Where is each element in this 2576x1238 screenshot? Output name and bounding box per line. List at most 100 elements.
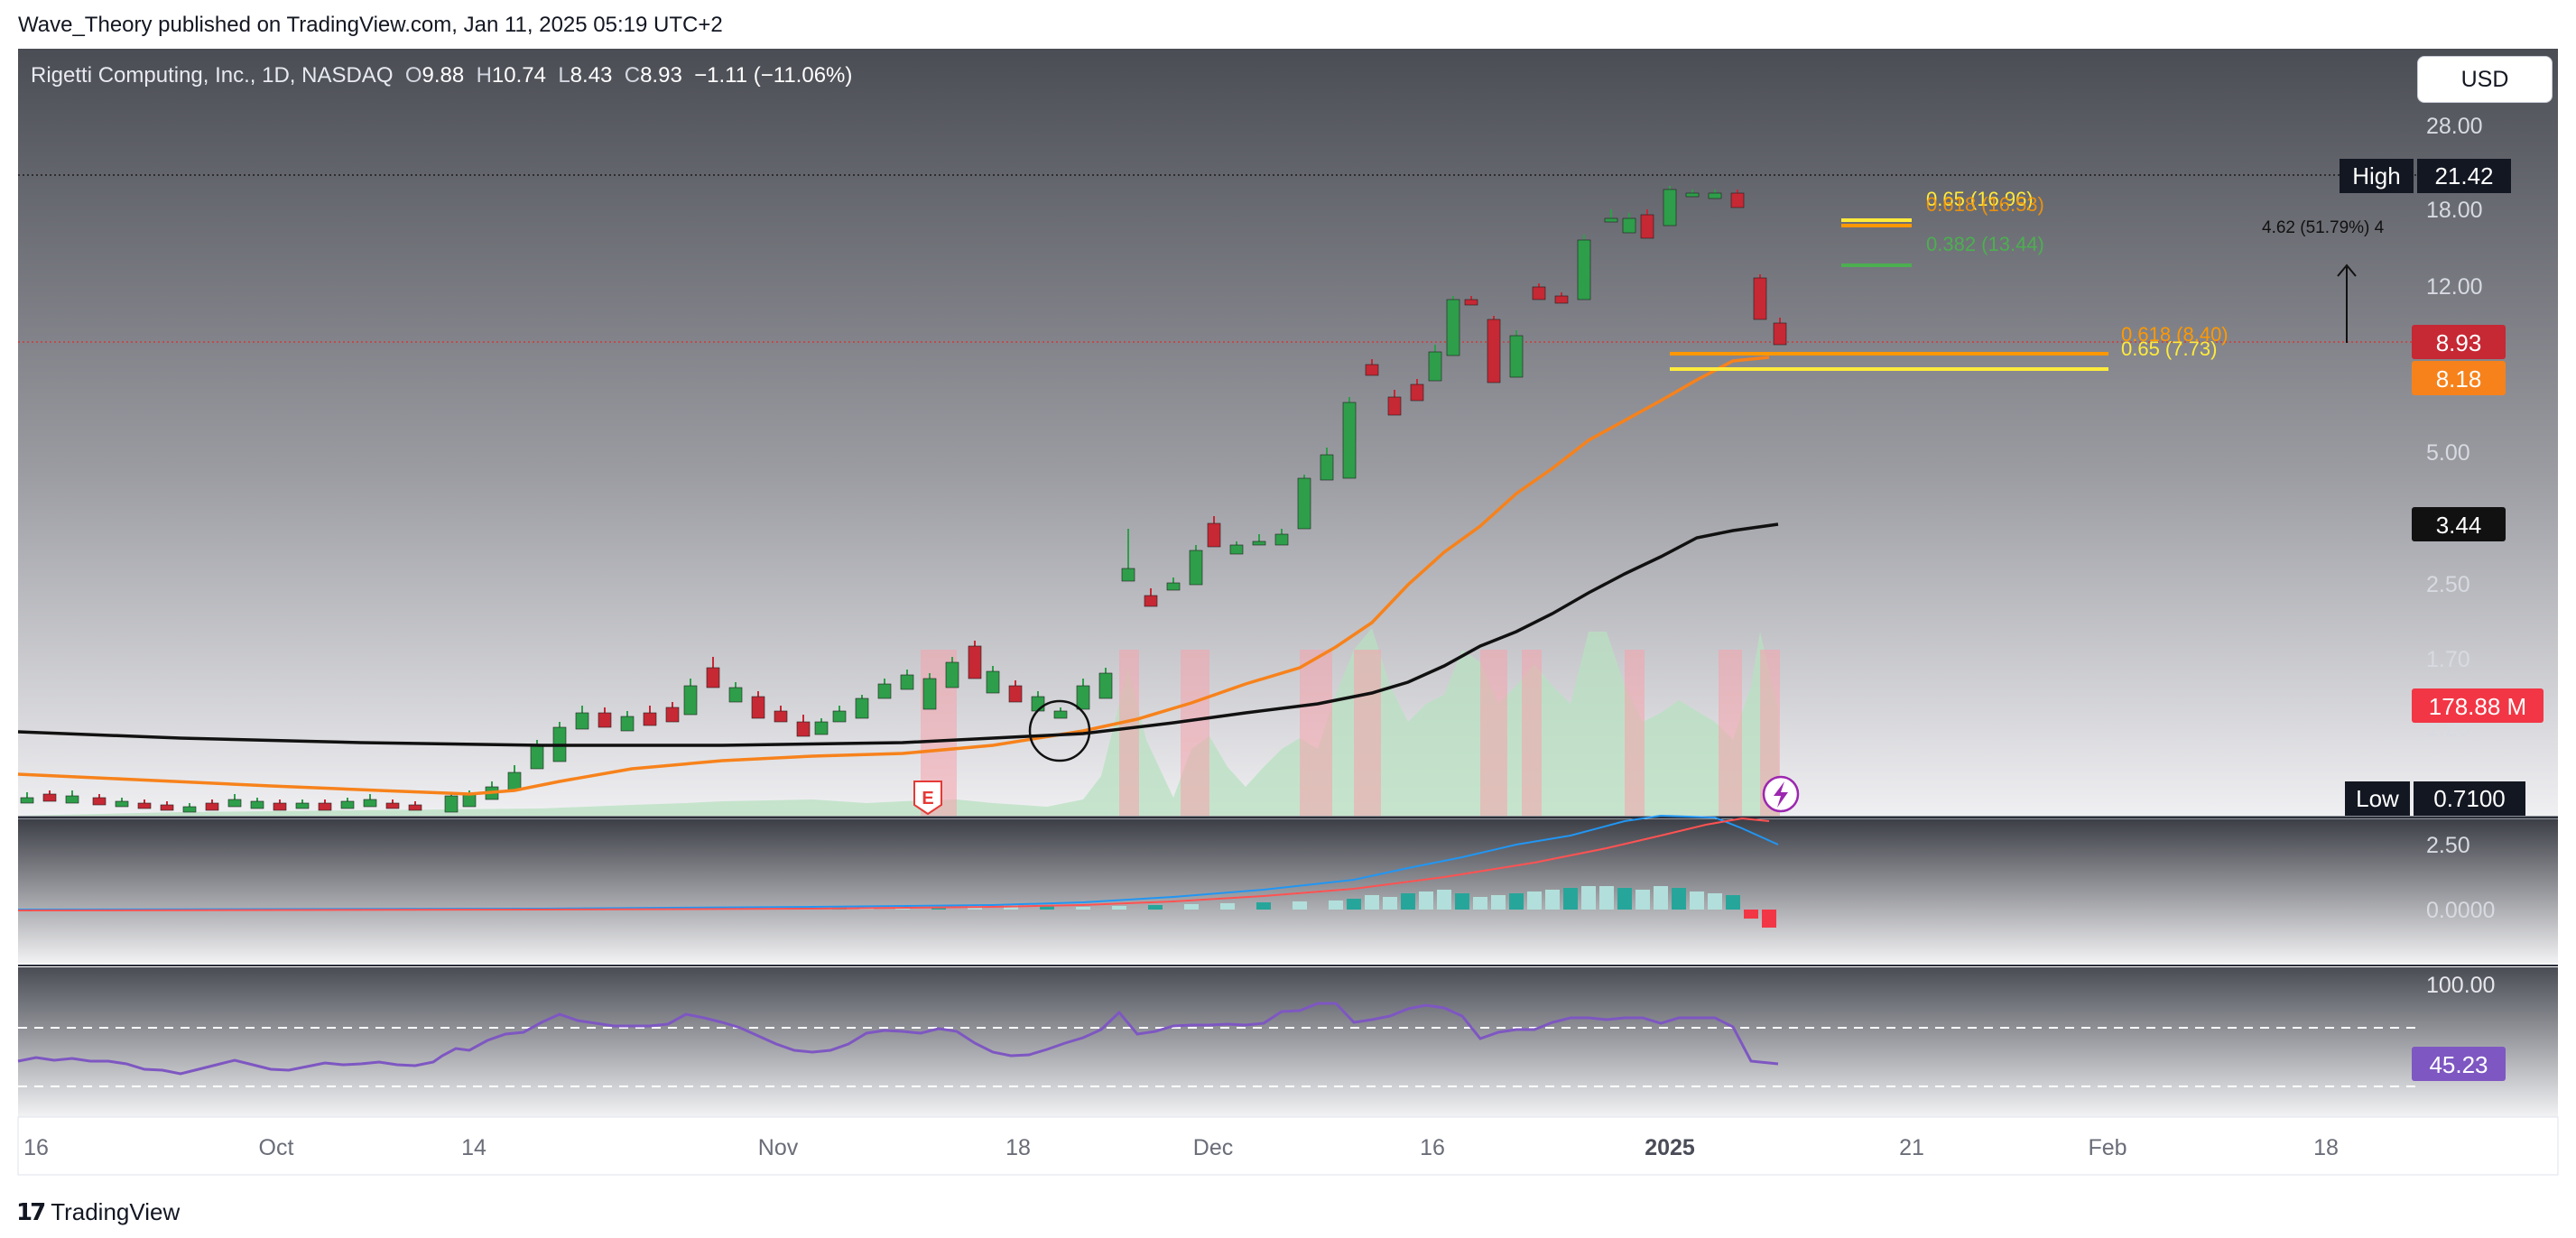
time-tick: 14 — [461, 1135, 486, 1160]
volume-down-band — [1300, 650, 1332, 816]
volume-down-band — [1760, 650, 1780, 816]
last-price-tag-bg — [2412, 325, 2506, 359]
candle-body — [42, 793, 57, 802]
candle-body — [137, 802, 152, 809]
macd-bar — [1293, 901, 1307, 910]
volume-down-band — [1480, 650, 1507, 816]
candle-body — [706, 667, 720, 688]
macd-bar — [1581, 886, 1596, 910]
price-tick: 5.00 — [2426, 440, 2470, 466]
macd-bar — [1383, 897, 1397, 910]
candle-body — [1640, 214, 1654, 239]
macd-bar — [1220, 903, 1235, 910]
high-tag: 21.42 — [2434, 162, 2493, 189]
fib-label: 0.382 (13.44) — [1926, 233, 2044, 255]
macd-pane-bg — [18, 819, 2558, 964]
close-value: 8.93 — [640, 63, 682, 88]
currency-button[interactable]: USD — [2417, 56, 2553, 103]
measure-label: 4.62 (51.79%) 4 — [2262, 218, 2385, 237]
price-tick: 12.00 — [2426, 274, 2483, 300]
last-price-tag: 8.93 — [2436, 329, 2482, 356]
candle-body — [877, 683, 892, 699]
candle-body — [968, 645, 982, 679]
volume-down-band — [1354, 650, 1381, 816]
macd-bar — [1256, 902, 1271, 910]
ema-orange-tag-bg — [2412, 361, 2506, 395]
time-tick: 2025 — [1645, 1135, 1695, 1160]
high-tag-label-bg — [2340, 159, 2414, 193]
candle-body — [1166, 582, 1181, 591]
time-axis[interactable]: 16 Oct 14 Nov 18 Dec 16 2025 21 Feb 18 — [23, 1135, 2339, 1160]
candle-body — [620, 716, 635, 732]
macd-bar — [1726, 895, 1740, 910]
time-tick: Dec — [1193, 1135, 1233, 1160]
candle-body — [774, 710, 788, 723]
earnings-label: E — [922, 789, 933, 808]
volume-tag-bg — [2412, 688, 2544, 723]
candle-body — [1297, 477, 1311, 530]
macd-line — [17, 814, 1779, 910]
macd-bar — [1365, 895, 1379, 910]
candle-body — [683, 685, 698, 716]
macd-bar — [1509, 893, 1524, 910]
rsi-pane-bg — [18, 967, 2558, 1117]
candle-body — [814, 721, 829, 735]
candle-body — [227, 799, 242, 808]
volume-down-band — [1719, 650, 1742, 816]
candle-body — [1189, 550, 1203, 586]
change-value: −1.11 (−11.06%) — [694, 63, 853, 88]
time-axis-bg — [17, 1116, 2559, 1176]
footer: 17 TradingView — [0, 1182, 2576, 1238]
candle-body — [250, 800, 264, 809]
open-label: O — [404, 63, 422, 88]
earnings-marker[interactable]: E — [913, 781, 942, 816]
low-tag-label-bg — [2345, 781, 2410, 816]
candle-body — [728, 687, 743, 703]
candle-body — [182, 806, 197, 813]
time-tick: 18 — [2313, 1135, 2339, 1160]
macd-bar — [1690, 892, 1704, 910]
volume-down-band — [1181, 650, 1209, 816]
candle-body — [530, 744, 544, 770]
tradingview-logo[interactable]: 17 TradingView — [16, 1198, 180, 1226]
candle-body — [1554, 295, 1569, 304]
candle-body — [1342, 402, 1357, 479]
price-axis[interactable]: 28.00 18.00 12.00 5.00 2.50 1.70 1.20 2.… — [2426, 114, 2495, 998]
low-tag-label: Low — [2356, 785, 2399, 812]
fib-label: 0.618 (16.53) — [1926, 193, 2044, 216]
macd-bar — [1329, 901, 1343, 910]
candle-body — [575, 712, 589, 730]
candle-body — [1604, 217, 1618, 223]
volume-down-band — [1119, 650, 1139, 816]
lightning-icon[interactable] — [1762, 775, 1800, 813]
macd-bar — [1563, 888, 1578, 910]
macd-histogram — [715, 886, 1776, 928]
macd-bar — [1437, 890, 1451, 910]
candle-body — [1008, 685, 1023, 703]
candle-body — [1446, 299, 1460, 356]
candle-body — [1229, 544, 1244, 555]
time-tick: Feb — [2088, 1135, 2127, 1160]
candle-body — [1663, 189, 1677, 226]
candle-body — [751, 696, 765, 719]
candle-body — [796, 721, 811, 737]
candle-body — [1053, 710, 1068, 719]
candle-body — [65, 795, 79, 804]
fib-label: 0.618 (8.40) — [2121, 323, 2229, 346]
macd-bar — [1112, 906, 1126, 910]
symbol-legend[interactable]: Rigetti Computing, Inc., 1D, NASDAQ O9.8… — [31, 63, 852, 88]
price-tick: 28.00 — [2426, 114, 2483, 139]
candle-body — [1387, 396, 1402, 416]
low-tag-bg — [2414, 781, 2525, 816]
macd-bar — [1040, 906, 1054, 910]
fib-label: 0.65 (16.96) — [1926, 188, 2034, 210]
candle-body — [1773, 322, 1787, 346]
candle-body — [115, 800, 129, 808]
candle-body — [1730, 192, 1745, 208]
candle-body — [363, 799, 377, 808]
macd-signal-line — [17, 817, 1770, 911]
macd-bar — [1545, 890, 1560, 910]
main-pane-bg — [18, 49, 2558, 818]
candle-body — [665, 707, 680, 723]
